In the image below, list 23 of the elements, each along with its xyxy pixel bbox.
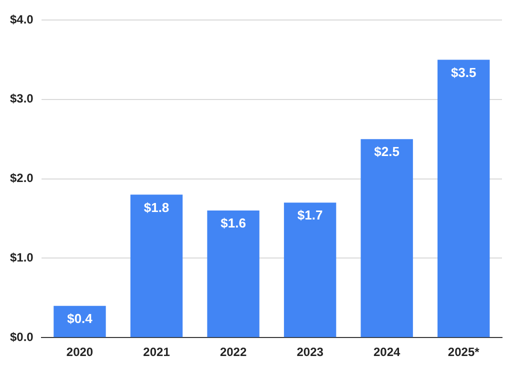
x-tick-label: 2023 [296,345,324,360]
y-tick-label: $4.0 [10,12,34,26]
y-tick-label: $0.0 [10,330,34,344]
bar [130,194,183,338]
y-tick-label: $2.0 [10,171,34,186]
y-tick-label: $3.0 [10,92,34,106]
data-label: $1.8 [144,200,170,215]
data-label: $2.5 [374,144,400,160]
bar [360,139,413,338]
bar [54,306,106,338]
x-tick-label: 2024 [373,345,401,360]
x-tick-label: 2025* [448,345,480,360]
y-tick-label: $1.0 [10,250,34,265]
x-tick-label: 2020 [66,345,94,360]
data-label: $3.5 [450,64,476,80]
bar [284,202,336,338]
bar [438,60,490,338]
x-tick-label: 2021 [143,345,170,360]
x-tick-label: 2022 [220,345,247,360]
data-label: $1.6 [220,216,246,231]
bar [207,210,260,338]
data-label: $0.4 [67,310,94,326]
data-label: $1.7 [297,208,323,223]
